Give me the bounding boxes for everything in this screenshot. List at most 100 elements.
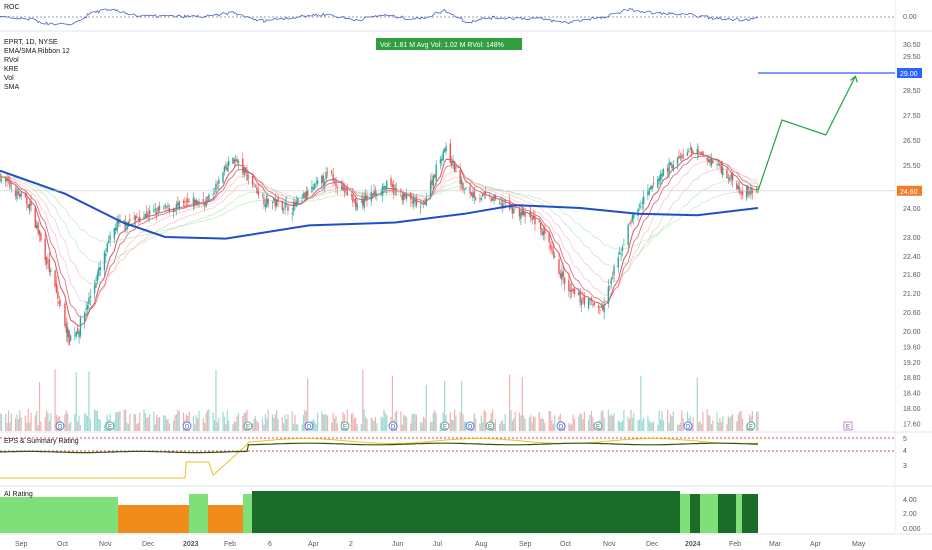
- price-axis: 30.50 29.50 28.50 27.50 26.50 25.50 24.00 23.00…: [903, 42, 921, 428]
- volume-bar: [737, 414, 739, 431]
- volume-bar: [554, 415, 556, 431]
- volume-bar: [301, 424, 303, 431]
- candle-body: [730, 173, 732, 179]
- volume-bar: [590, 411, 593, 431]
- candle-body: [463, 188, 466, 190]
- price-tick: 20.60: [903, 310, 921, 317]
- candle-body: [443, 148, 446, 152]
- ema-ribbon-line-89: [0, 176, 758, 250]
- volume-bar: [403, 414, 405, 431]
- volume-bar: [284, 414, 286, 431]
- volume-bar: [678, 424, 680, 431]
- volume-bar: [245, 412, 247, 431]
- time-tick: Jul: [433, 541, 442, 548]
- candle-body: [692, 151, 694, 154]
- candle-body: [273, 198, 275, 201]
- event-marker-dividend: [388, 421, 398, 431]
- candle-body: [521, 208, 523, 215]
- candle-body: [50, 270, 52, 272]
- price-tick: 22.40: [903, 254, 921, 261]
- candle-body: [455, 167, 457, 169]
- volume-bar: [682, 418, 684, 431]
- candle-body: [474, 197, 477, 200]
- volume-bar: [494, 419, 497, 431]
- volume-bar: [650, 422, 652, 431]
- candle-body: [652, 183, 655, 185]
- candle-body: [431, 179, 433, 185]
- candle-body: [425, 198, 427, 206]
- volume-bar: [96, 411, 98, 431]
- candle-body: [541, 228, 543, 236]
- candle-body: [613, 267, 615, 276]
- candle-body: [321, 175, 323, 184]
- candle-body: [640, 206, 642, 208]
- volume-bar: [6, 423, 8, 431]
- candle-body: [441, 158, 443, 162]
- volume-bar: [236, 416, 238, 431]
- volume-bar: [99, 419, 101, 431]
- ai-rating-bar: [742, 494, 758, 533]
- event-marker-earnings: [243, 421, 253, 431]
- candle-body: [109, 235, 111, 241]
- candle-body: [257, 189, 260, 195]
- volume-bar: [165, 419, 168, 431]
- sma-line: [0, 169, 759, 240]
- candle-body: [384, 186, 387, 189]
- volume-bar: [396, 410, 398, 431]
- volume-bar: [455, 415, 457, 431]
- volume-bar: [609, 415, 611, 431]
- volume-bar: [442, 412, 444, 431]
- volume-bar: [206, 410, 209, 431]
- volume-bar: [84, 412, 86, 431]
- candle-body: [295, 201, 298, 207]
- candle-body: [76, 328, 79, 334]
- price-tick: 27.50: [903, 113, 921, 120]
- candle-body: [681, 155, 683, 157]
- volume-bar: [376, 423, 378, 431]
- candle-body: [86, 305, 89, 310]
- volume-bar: [305, 410, 307, 431]
- event-marker-earnings: [105, 421, 115, 431]
- volume-bar: [657, 424, 659, 431]
- candle-body: [194, 199, 196, 206]
- candle-body: [345, 188, 347, 191]
- candle-body: [38, 230, 41, 235]
- price-tick: 26.50: [903, 138, 921, 145]
- volume-bar: [755, 412, 758, 431]
- volume-bar: [168, 423, 170, 431]
- candle-body: [314, 183, 316, 189]
- candle-body: [59, 304, 62, 306]
- candle-body: [403, 192, 405, 201]
- volume-bar: [580, 414, 583, 431]
- candle-body: [203, 202, 206, 205]
- event-marker-label: E: [343, 425, 347, 431]
- candle-body: [26, 197, 28, 205]
- volume-bar: [261, 418, 264, 431]
- candle-body: [196, 200, 199, 204]
- volume-bar: [253, 418, 255, 431]
- volume-bar: [89, 419, 91, 431]
- volume-bar: [332, 413, 334, 431]
- candle-body: [746, 185, 748, 198]
- time-tick: Feb: [224, 541, 236, 548]
- candle-body: [168, 208, 171, 212]
- candle-body: [530, 211, 532, 218]
- volume-bar: [30, 412, 32, 431]
- price-pane[interactable]: 29.00 24.60 30.50 29.50 28.50 27.50 26.50 25.…: [0, 38, 922, 431]
- volume-bar: [147, 417, 149, 431]
- volume-bar: [462, 413, 464, 431]
- candle-body: [514, 206, 516, 208]
- candle-body: [648, 188, 651, 195]
- event-marker-earnings: [746, 421, 756, 431]
- volume-bar: [386, 415, 388, 431]
- candle-body: [554, 255, 556, 258]
- volume-bar: [79, 424, 82, 431]
- volume-bar: [571, 424, 573, 431]
- projection-line: [757, 76, 856, 191]
- volume-bar: [228, 420, 230, 431]
- volume-bar: [95, 410, 97, 431]
- candle-body: [0, 173, 1, 182]
- candle-body: [342, 182, 344, 191]
- ai-rating-pane: AI Rating 4.00 2.00 0.000: [0, 491, 921, 533]
